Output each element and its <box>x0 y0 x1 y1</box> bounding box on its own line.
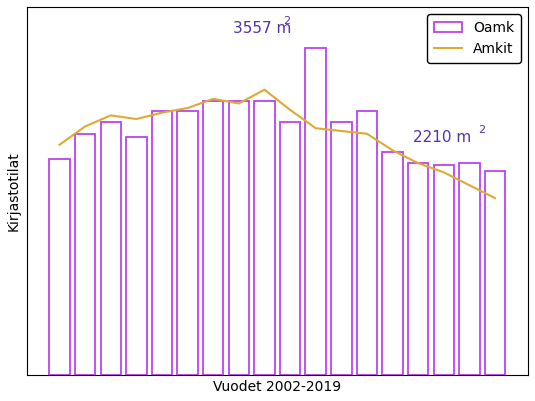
Bar <box>152 111 172 375</box>
Bar <box>178 111 198 375</box>
Bar <box>408 163 429 375</box>
Bar <box>280 122 300 375</box>
Bar <box>305 48 326 375</box>
Bar <box>49 158 70 375</box>
Bar <box>433 165 454 375</box>
Bar <box>254 101 274 375</box>
Bar <box>485 171 505 375</box>
Legend: Oamk, Amkit: Oamk, Amkit <box>427 14 521 63</box>
Text: 2: 2 <box>282 16 290 26</box>
Y-axis label: Kirjastotilat: Kirjastotilat <box>7 151 21 231</box>
Text: 3557 m: 3557 m <box>233 21 296 36</box>
Bar <box>228 101 249 375</box>
Text: 2: 2 <box>478 125 485 135</box>
Text: 2210 m: 2210 m <box>413 130 476 145</box>
Bar <box>101 122 121 375</box>
Bar <box>357 111 377 375</box>
Bar <box>126 138 147 375</box>
Bar <box>203 101 224 375</box>
Bar <box>459 163 480 375</box>
Bar <box>331 122 351 375</box>
X-axis label: Vuodet 2002-2019: Vuodet 2002-2019 <box>213 380 341 394</box>
Bar <box>75 134 95 375</box>
Bar <box>383 152 403 375</box>
